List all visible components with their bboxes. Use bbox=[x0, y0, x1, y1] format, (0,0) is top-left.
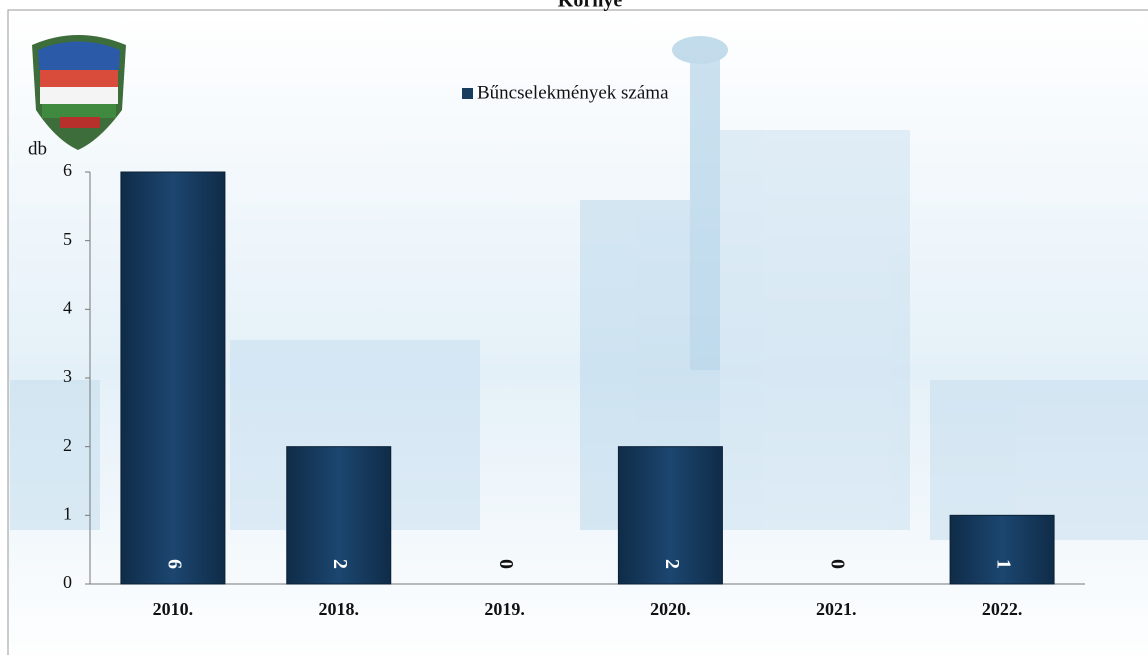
legend-label: Bűncselekmények száma bbox=[477, 82, 669, 103]
bar bbox=[949, 514, 1055, 585]
bar bbox=[286, 446, 392, 585]
data-label: 1 bbox=[992, 559, 1014, 569]
y-tick-label: 1 bbox=[63, 503, 72, 523]
data-label: 2 bbox=[329, 559, 351, 569]
y-tick-label: 2 bbox=[63, 435, 72, 455]
data-label: 2 bbox=[661, 559, 683, 569]
legend-swatch bbox=[462, 88, 473, 99]
x-tick-label: 2022. bbox=[982, 599, 1023, 619]
y-tick-label: 4 bbox=[63, 297, 72, 317]
data-label: 0 bbox=[495, 559, 517, 569]
y-tick-label: 3 bbox=[63, 366, 72, 386]
bar bbox=[120, 171, 226, 585]
y-axis-label: db bbox=[28, 138, 47, 159]
data-label: 0 bbox=[827, 559, 849, 569]
bar bbox=[617, 446, 723, 585]
police-logo bbox=[32, 35, 126, 150]
x-tick-label: 2018. bbox=[319, 599, 360, 619]
data-label: 6 bbox=[163, 559, 185, 569]
x-tick-label: 2021. bbox=[816, 599, 857, 619]
y-tick-label: 5 bbox=[63, 229, 72, 249]
x-tick-label: 2020. bbox=[650, 599, 691, 619]
y-tick-label: 0 bbox=[63, 572, 72, 592]
y-tick-label: 6 bbox=[63, 160, 72, 180]
x-tick-label: 2010. bbox=[153, 599, 194, 619]
chart-title: Környe bbox=[558, 0, 623, 12]
x-tick-label: 2019. bbox=[484, 599, 525, 619]
